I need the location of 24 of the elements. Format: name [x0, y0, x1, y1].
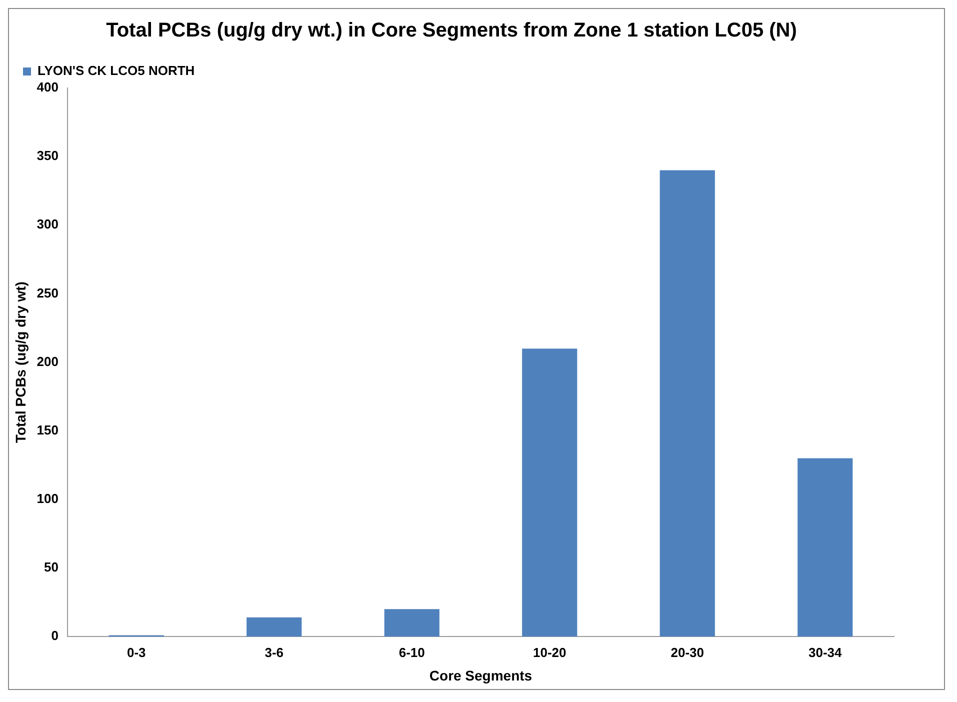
legend-label: LYON'S CK LCO5 NORTH [38, 63, 195, 78]
bar [798, 458, 853, 637]
x-tick-label: 10-20 [532, 644, 566, 660]
x-tick-label: 30-34 [808, 644, 843, 660]
bar [246, 617, 302, 637]
chart-title: Total PCBs (ug/g dry wt.) in Core Segments from Zone 1 station LC05 (N) [106, 20, 797, 42]
bar [522, 348, 578, 637]
y-tick-label: 0 [51, 628, 58, 644]
y-tick-label: 300 [36, 216, 58, 232]
x-tick-label: 20-30 [670, 644, 704, 660]
y-tick-label: 400 [36, 80, 58, 95]
y-axis-title: Total PCBs (ug/g dry wt) [12, 282, 28, 444]
y-tick-label: 150 [36, 422, 58, 438]
y-tick-label: 200 [36, 354, 58, 369]
bar [384, 609, 440, 637]
x-tick-label: 3-6 [264, 644, 284, 660]
x-axis-title: Core Segments [429, 667, 532, 684]
y-tick-label: 100 [36, 491, 58, 506]
y-tick-label: 250 [36, 285, 58, 300]
x-tick-label: 6-10 [398, 644, 425, 660]
y-tick-label: 350 [36, 148, 58, 164]
x-tick-label: 0-3 [126, 644, 146, 660]
y-tick-label: 50 [44, 560, 58, 575]
bar [660, 170, 715, 637]
